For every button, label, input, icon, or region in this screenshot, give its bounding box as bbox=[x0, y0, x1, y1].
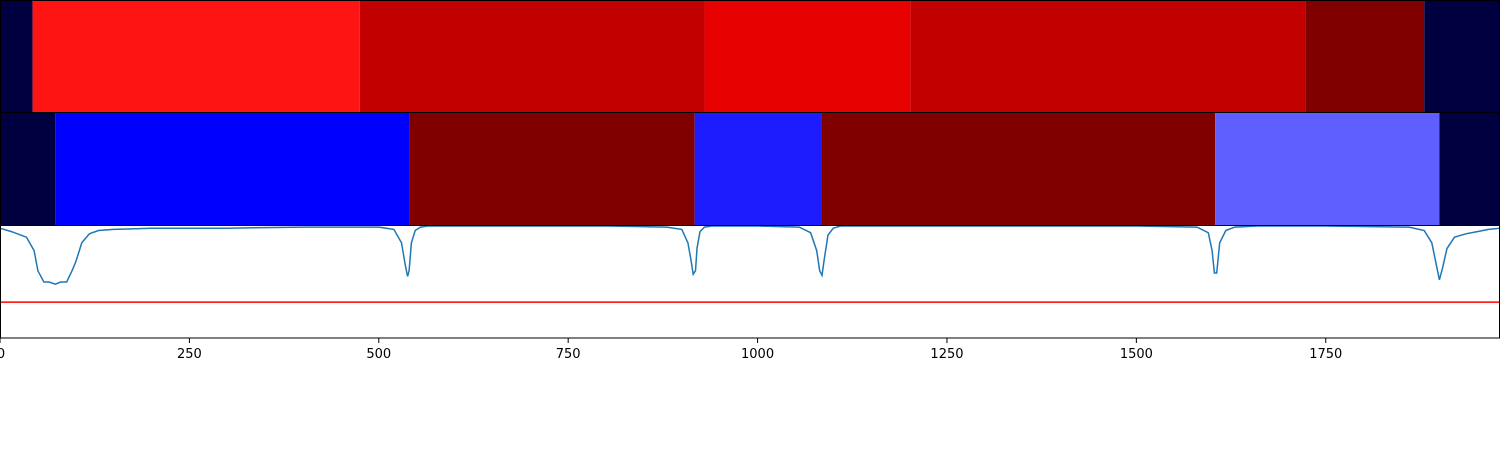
x-tick-label: 500 bbox=[366, 347, 391, 362]
strip-0-segment-3 bbox=[704, 1, 911, 112]
x-axis: 0 250 500 750 1000 1250 1500 1750 bbox=[0, 338, 1342, 362]
strip-1-segment-6 bbox=[1439, 113, 1500, 225]
strip-1-segment-1 bbox=[55, 113, 410, 225]
x-tick-label: 0 bbox=[0, 347, 5, 362]
strip-1-segment-0 bbox=[0, 113, 56, 225]
top-color-strip bbox=[0, 1, 1500, 112]
strip-0-segment-0 bbox=[0, 1, 33, 112]
strip-1-segment-3 bbox=[694, 113, 822, 225]
x-tick-label: 250 bbox=[177, 347, 202, 362]
strip-0-segment-5 bbox=[1305, 1, 1425, 112]
strip-1-segment-5 bbox=[1215, 113, 1440, 225]
signal-panel-background bbox=[0, 226, 1500, 338]
strip-0-segment-6 bbox=[1424, 1, 1500, 112]
strip-0-segment-1 bbox=[32, 1, 360, 112]
strip-0-segment-2 bbox=[359, 1, 705, 112]
x-tick-label: 750 bbox=[556, 347, 581, 362]
strip-0-segment-4 bbox=[910, 1, 1306, 112]
x-tick-label: 1250 bbox=[930, 347, 963, 362]
x-tick-label: 1000 bbox=[741, 347, 774, 362]
strip-1-segment-2 bbox=[409, 113, 695, 225]
middle-color-strip bbox=[0, 113, 1500, 225]
x-tick-label: 1500 bbox=[1120, 347, 1153, 362]
strip-1-segment-4 bbox=[821, 113, 1216, 225]
x-tick-label: 1750 bbox=[1309, 347, 1342, 362]
